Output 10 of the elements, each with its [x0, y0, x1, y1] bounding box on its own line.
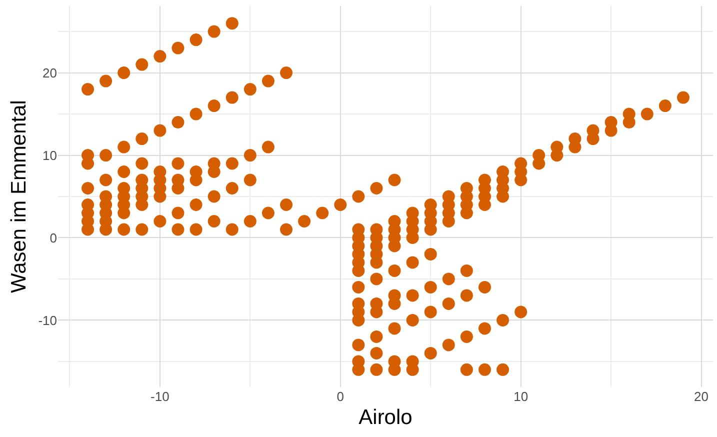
- x-tick-label: 20: [694, 389, 709, 404]
- y-tick-label: 10: [42, 148, 57, 163]
- y-axis-title: Wasen im Emmental: [7, 100, 30, 293]
- x-tick-label: 10: [514, 389, 528, 404]
- x-tick-label: 0: [336, 389, 344, 404]
- y-tick-label: 20: [42, 65, 57, 80]
- x-tick-label: -10: [150, 389, 170, 404]
- x-axis-title: Airolo: [358, 406, 412, 430]
- y-tick-label: -10: [38, 312, 57, 328]
- y-tick-label: 0: [50, 230, 57, 246]
